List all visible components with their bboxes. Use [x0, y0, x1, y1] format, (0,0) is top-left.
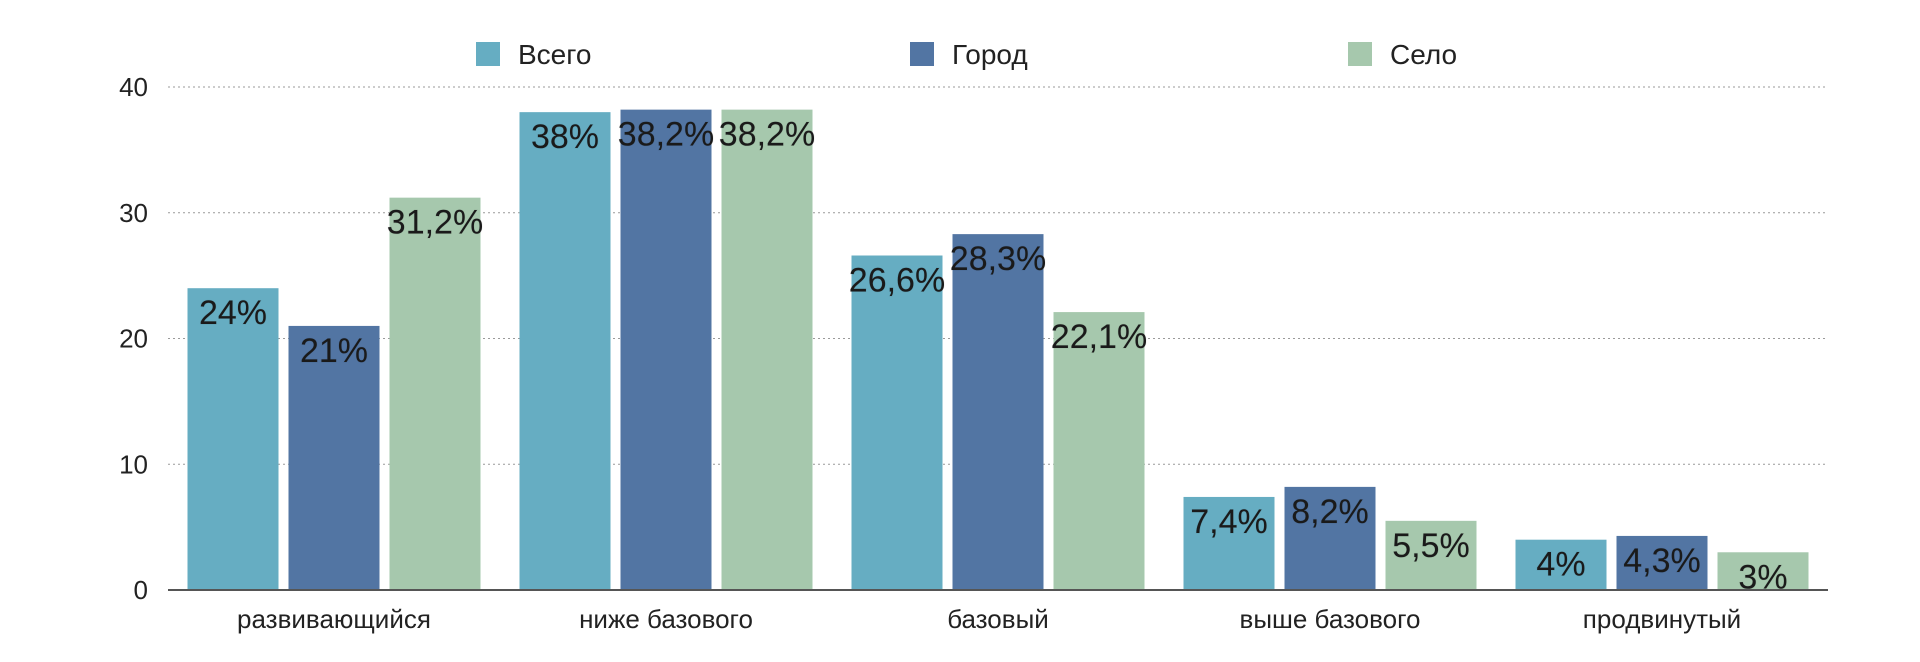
data-label: 38%: [531, 118, 599, 156]
data-label: 28,3%: [950, 240, 1046, 278]
data-label: 22,1%: [1051, 318, 1147, 356]
data-label: 5,5%: [1392, 527, 1470, 565]
data-labels: 24% 21% 31,2% 38% 38,2% 38,2% 26,6%28,3% 22,1% 7…: [198, 115, 1788, 597]
x-category-label: развивающийся: [237, 604, 431, 634]
y-tick-label: 0: [134, 575, 148, 605]
data-label: 21%: [300, 332, 368, 370]
data-label: 38,2%: [719, 116, 815, 154]
bar: [1717, 552, 1809, 590]
bar: [1183, 496, 1275, 590]
data-label: 7,4%: [1190, 503, 1268, 541]
bar: [1616, 535, 1708, 590]
data-label: 38,2%: [618, 116, 714, 154]
bar: [1385, 520, 1477, 590]
bar: [620, 109, 712, 590]
bar: [851, 255, 943, 590]
data-label: 4,3%: [1623, 542, 1701, 580]
y-tick-label: 30: [119, 198, 148, 228]
bar: [721, 109, 813, 590]
y-tick-label: 10: [119, 449, 148, 479]
bar: [288, 325, 380, 590]
x-category-label: продвинутый: [1583, 604, 1741, 634]
legend-swatch: [1348, 42, 1372, 66]
x-category-label: базовый: [947, 604, 1049, 634]
data-label: 31,2%: [387, 204, 483, 242]
data-label: 8,2%: [1291, 493, 1369, 531]
bar: [389, 197, 481, 590]
data-label: 26,6%: [849, 262, 945, 300]
x-category-label: ниже базового: [579, 604, 753, 634]
y-axis-ticks: 0 10 20 30 40: [119, 72, 148, 605]
x-category-label: выше базового: [1240, 604, 1421, 634]
legend-swatch: [476, 42, 500, 66]
y-tick-label: 20: [119, 324, 148, 354]
legend-swatch: [910, 42, 934, 66]
data-label: 4%: [1536, 546, 1585, 584]
bars: [187, 109, 1809, 591]
bar: [952, 234, 1044, 590]
legend-label: Город: [952, 39, 1028, 70]
bar: [1515, 539, 1607, 590]
bar: [519, 112, 611, 591]
y-tick-label: 40: [119, 72, 148, 102]
bar: [1053, 312, 1145, 590]
data-label: 24%: [199, 294, 267, 332]
legend: Всего Город Село: [476, 39, 1457, 70]
legend-label: Всего: [518, 39, 591, 70]
x-axis-categories: развивающийся ниже базового базовый выше ба…: [237, 604, 1741, 634]
bar: [187, 288, 279, 590]
legend-label: Село: [1390, 39, 1457, 70]
bar: [1284, 486, 1376, 590]
